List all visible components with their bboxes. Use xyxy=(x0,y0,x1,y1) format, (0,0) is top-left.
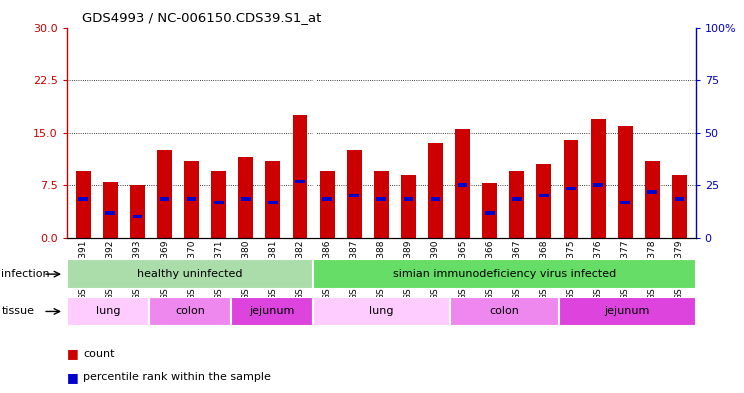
Bar xyxy=(238,157,253,238)
Bar xyxy=(403,197,413,201)
Bar xyxy=(149,297,231,326)
Bar xyxy=(347,150,362,238)
Text: simian immunodeficiency virus infected: simian immunodeficiency virus infected xyxy=(393,269,616,279)
Bar xyxy=(185,161,199,238)
Bar xyxy=(376,197,386,201)
Bar xyxy=(320,171,335,238)
Bar xyxy=(647,191,657,194)
Text: percentile rank within the sample: percentile rank within the sample xyxy=(83,372,272,382)
Bar xyxy=(373,171,389,238)
Text: lung: lung xyxy=(96,307,121,316)
Bar xyxy=(593,184,603,187)
Bar xyxy=(313,297,449,326)
Bar xyxy=(266,161,280,238)
Bar xyxy=(103,182,118,238)
Text: jejunum: jejunum xyxy=(605,307,650,316)
Bar xyxy=(187,197,196,201)
Bar xyxy=(231,297,313,326)
Bar xyxy=(559,297,696,326)
Bar xyxy=(130,185,145,238)
Bar xyxy=(428,143,443,238)
Bar xyxy=(214,201,223,204)
Bar xyxy=(645,161,660,238)
Text: GDS4993 / NC-006150.CDS39.S1_at: GDS4993 / NC-006150.CDS39.S1_at xyxy=(82,11,321,24)
Bar xyxy=(157,150,172,238)
Bar xyxy=(322,197,332,201)
Bar xyxy=(241,197,251,201)
Bar xyxy=(78,197,88,201)
Bar xyxy=(67,297,149,326)
Text: ■: ■ xyxy=(67,347,79,360)
Bar xyxy=(211,171,226,238)
Bar xyxy=(350,194,359,197)
Text: infection: infection xyxy=(1,269,50,279)
Bar xyxy=(401,174,416,238)
Bar xyxy=(482,183,497,238)
Bar xyxy=(620,201,630,204)
Bar xyxy=(449,297,559,326)
Bar xyxy=(485,211,495,215)
Bar xyxy=(292,115,307,238)
Bar xyxy=(268,201,278,204)
Bar xyxy=(510,171,525,238)
Text: ■: ■ xyxy=(67,371,79,384)
Bar xyxy=(566,187,576,191)
Bar xyxy=(591,119,606,238)
Bar xyxy=(76,171,91,238)
Bar xyxy=(313,259,696,289)
Bar xyxy=(512,197,522,201)
Text: colon: colon xyxy=(490,307,519,316)
Bar xyxy=(618,126,632,238)
Bar xyxy=(132,215,142,219)
Bar xyxy=(295,180,305,184)
Text: colon: colon xyxy=(175,307,205,316)
Bar xyxy=(675,197,684,201)
Bar xyxy=(431,197,440,201)
Bar xyxy=(563,140,578,238)
Bar xyxy=(455,129,470,238)
Text: count: count xyxy=(83,349,115,359)
Bar xyxy=(160,197,170,201)
Text: tissue: tissue xyxy=(1,307,34,316)
Bar xyxy=(672,174,687,238)
Text: jejunum: jejunum xyxy=(249,307,295,316)
Bar xyxy=(67,259,313,289)
Text: healthy uninfected: healthy uninfected xyxy=(137,269,243,279)
Bar xyxy=(539,194,549,197)
Bar xyxy=(458,184,467,187)
Bar xyxy=(536,164,551,238)
Bar xyxy=(106,211,115,215)
Text: lung: lung xyxy=(369,307,394,316)
